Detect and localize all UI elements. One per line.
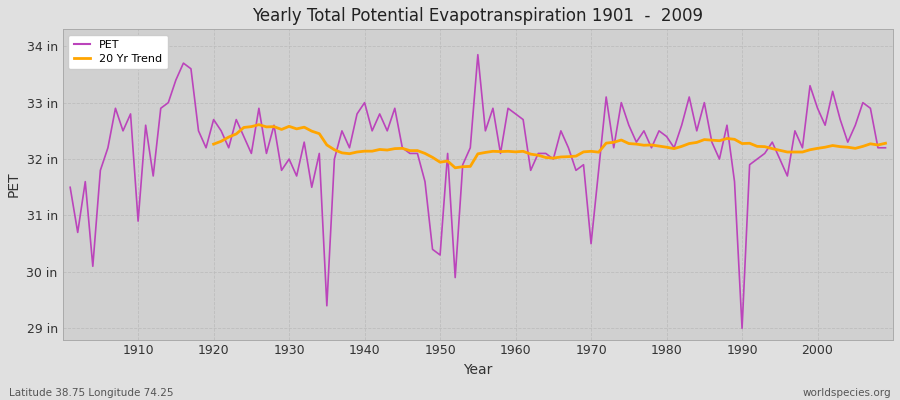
X-axis label: Year: Year bbox=[464, 363, 492, 377]
Text: Latitude 38.75 Longitude 74.25: Latitude 38.75 Longitude 74.25 bbox=[9, 388, 174, 398]
Text: worldspecies.org: worldspecies.org bbox=[803, 388, 891, 398]
Legend: PET, 20 Yr Trend: PET, 20 Yr Trend bbox=[68, 35, 168, 69]
Title: Yearly Total Potential Evapotranspiration 1901  -  2009: Yearly Total Potential Evapotranspiratio… bbox=[252, 7, 703, 25]
Y-axis label: PET: PET bbox=[7, 172, 21, 197]
